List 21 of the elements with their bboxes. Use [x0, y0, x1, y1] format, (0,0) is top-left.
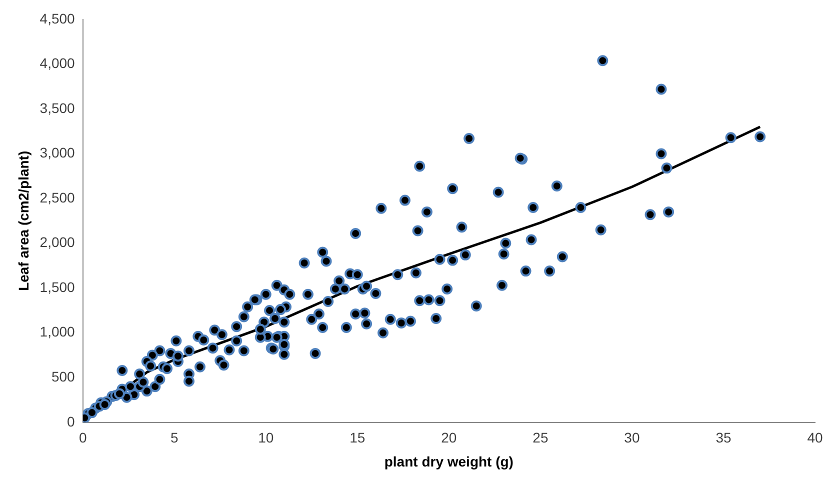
x-tick-label: 40: [807, 430, 823, 446]
y-tick-label: 2,000: [40, 234, 76, 250]
x-tick-label: 25: [532, 430, 548, 446]
y-tick-label: 4,500: [40, 10, 76, 26]
y-tick-label: 1,000: [40, 324, 76, 340]
x-tick-label: 35: [716, 430, 732, 446]
x-tick-label: 0: [78, 430, 87, 446]
y-tick-label: 0: [67, 413, 76, 430]
x-tick-label: 10: [258, 430, 274, 446]
x-axis-title: plant dry weight (g): [384, 453, 514, 470]
y-tick-label: 3,500: [40, 100, 76, 116]
y-tick-label: 2,500: [40, 189, 76, 206]
y-axis-title: Leaf area (cm2/plant): [15, 150, 32, 291]
y-tick-label: 1,500: [40, 278, 76, 295]
y-tick-label: 4,000: [40, 55, 76, 72]
x-tick-label: 15: [350, 430, 366, 446]
y-tick-label: 3,000: [40, 144, 76, 161]
x-tick-label: 30: [624, 430, 640, 446]
x-tick-label: 20: [441, 430, 457, 446]
x-tick-label: 5: [170, 430, 178, 446]
y-tick-label: 500: [51, 368, 76, 384]
